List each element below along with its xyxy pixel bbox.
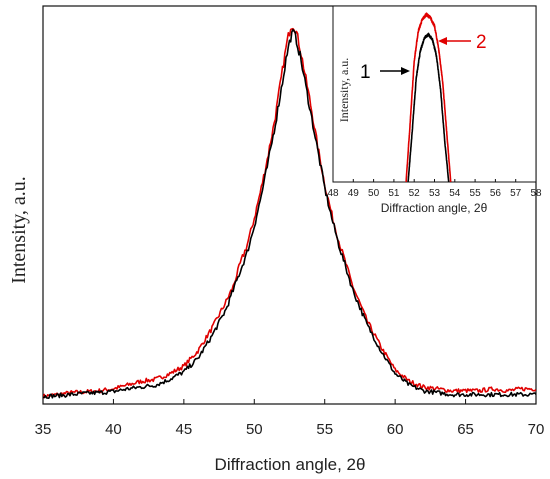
inset-x-tick-label: 55 [470, 188, 482, 199]
main-x-tick-label: 45 [176, 421, 193, 438]
inset-series-line-2 [407, 32, 450, 182]
annotation-label-2: 2 [476, 32, 487, 53]
annotation-arrowhead-1 [401, 67, 410, 75]
main-x-axis-title: Diffraction angle, 2θ [215, 455, 366, 474]
main-series-line-1 [43, 27, 536, 399]
main-series-line-2 [43, 28, 536, 399]
main-x-tick-label: 40 [105, 421, 122, 438]
annotation-label-1: 1 [360, 62, 371, 83]
inset-series-group [405, 12, 452, 182]
inset-x-tick-label: 57 [510, 188, 522, 199]
inset-x-axis-title: Diffraction angle, 2θ [381, 201, 488, 215]
inset-x-tick-label: 50 [368, 188, 380, 199]
inset-plot-frame [332, 5, 537, 183]
inset-x-tick-label: 56 [490, 188, 502, 199]
inset-x-tick-label: 58 [530, 188, 542, 199]
main-x-tick-label: 50 [246, 421, 263, 438]
main-x-ticks: 35 40 45 50 55 60 65 70 [35, 399, 545, 438]
main-y-axis-title: Intensity, a.u. [8, 176, 30, 284]
main-x-tick-label: 55 [316, 421, 333, 438]
inset-x-ticks: 48 49 50 51 52 53 54 55 56 57 58 [327, 179, 542, 199]
inset-x-tick-label: 49 [348, 188, 360, 199]
inset-series-line-1 [405, 12, 452, 182]
inset-x-tick-label: 48 [327, 188, 339, 199]
main-x-tick-label: 70 [528, 421, 545, 438]
main-series-group [43, 27, 536, 399]
main-plot-frame [42, 5, 537, 405]
main-x-tick-label: 65 [457, 421, 474, 438]
annotation-arrowhead-2 [438, 37, 447, 45]
inset-x-tick-label: 54 [449, 188, 461, 199]
main-x-tick-label: 60 [387, 421, 404, 438]
inset-y-axis-title: Intensity, a.u. [337, 58, 351, 123]
main-x-tick-label: 35 [35, 421, 52, 438]
inset-x-tick-label: 51 [388, 188, 400, 199]
inset-x-tick-label: 53 [429, 188, 441, 199]
inset-x-tick-label: 52 [409, 188, 421, 199]
